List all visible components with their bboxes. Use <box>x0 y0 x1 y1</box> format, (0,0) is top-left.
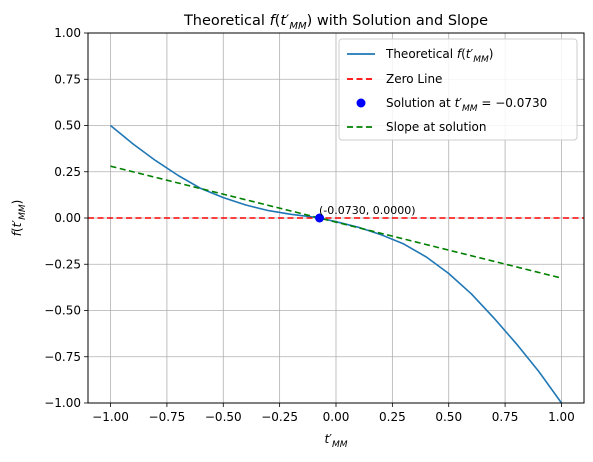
solution-annotation: (-0.0730, 0.0000) <box>319 204 416 217</box>
x-tick-label: −0.50 <box>205 410 242 424</box>
y-tick-label: −0.25 <box>44 257 81 271</box>
legend-entry-solution: Solution at t′MM = −0.0730 <box>356 96 547 114</box>
plot-lines <box>88 124 584 404</box>
x-axis-label: t′MM <box>325 432 348 450</box>
legend: Theoretical f(t′MM) Zero Line Solution a… <box>338 38 578 141</box>
y-axis-label: f(t′MM) <box>10 200 28 237</box>
x-tick-label: 0.75 <box>492 410 519 424</box>
y-tick-label: −1.00 <box>44 396 81 410</box>
series-slope-line <box>110 165 562 279</box>
legend-entry-theoretical: Theoretical f(t′MM) <box>347 47 493 65</box>
y-tick-label: 0.75 <box>54 72 81 86</box>
legend-label-slope: Slope at solution <box>386 120 487 134</box>
x-tick-label: −0.25 <box>261 410 298 424</box>
legend-box <box>338 38 578 141</box>
y-tick-label: 0.50 <box>54 119 81 133</box>
y-tick-label: −0.50 <box>44 304 81 318</box>
x-ticks: −1.00 −0.75 −0.50 −0.25 0.00 0.25 0.50 0.75 1.00 <box>92 403 575 424</box>
legend-swatch-solution <box>356 98 366 108</box>
y-ticks: −1.00 −0.75 −0.50 −0.25 0.00 0.25 0.50 0.75 1.00 <box>44 26 88 410</box>
x-tick-label: 1.00 <box>548 410 575 424</box>
y-tick-label: −0.75 <box>44 350 81 364</box>
x-tick-label: 0.25 <box>379 410 406 424</box>
y-tick-label: 0.00 <box>54 211 81 225</box>
x-tick-label: −1.00 <box>92 410 129 424</box>
y-tick-label: 0.25 <box>54 165 81 179</box>
legend-entry-zero-line: Zero Line <box>347 72 442 86</box>
x-tick-label: 0.00 <box>323 410 350 424</box>
legend-entry-slope: Slope at solution <box>347 120 487 134</box>
legend-label-zero-line: Zero Line <box>386 72 442 86</box>
x-tick-label: −0.75 <box>149 410 186 424</box>
legend-label-solution: Solution at t′MM = −0.0730 <box>386 96 547 114</box>
y-tick-label: 1.00 <box>54 26 81 40</box>
legend-label-theoretical: Theoretical f(t′MM) <box>385 47 493 65</box>
plot-points <box>315 213 325 223</box>
chart-title: Theoretical f(t′MM) with Solution and Sl… <box>183 13 488 32</box>
x-tick-label: 0.50 <box>435 410 462 424</box>
solution-point <box>315 213 325 223</box>
